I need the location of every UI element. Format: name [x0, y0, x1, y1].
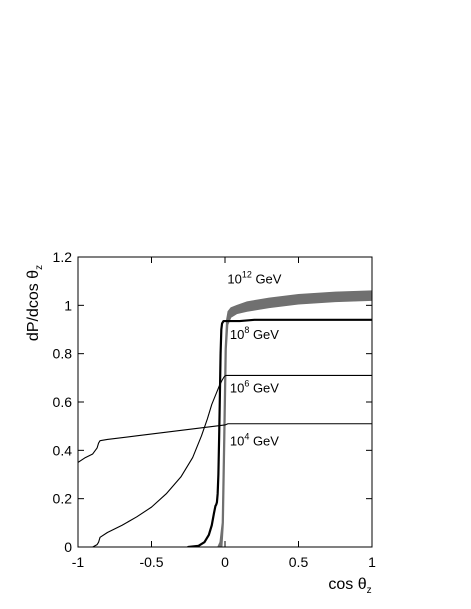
series-1e12-label-base: 10 [227, 272, 241, 287]
x-axis-label: cos θz [328, 576, 371, 596]
y-tick-label: 0.4 [53, 442, 73, 458]
series-1e6-label-exponent: 6 [244, 378, 249, 388]
series-1e12-label: 1012 GeV [227, 270, 281, 287]
series-1e8-label: 108 GeV [230, 325, 279, 342]
series-1e6-label: 106 GeV [230, 378, 279, 395]
series-1e8-label-base: 10 [230, 327, 244, 342]
y-axis-label-subscript: z [34, 265, 45, 270]
series-1e4-label-unit: GeV [249, 434, 279, 449]
x-axis-label-text: cos θ [328, 576, 366, 593]
ticks-layer: -1 -0.5 0 0.5 100.20.40.60.811.2 [53, 249, 377, 570]
series-1e6-label-unit: GeV [249, 380, 279, 395]
y-tick-label: 1.2 [53, 249, 73, 265]
series-1e8-label-unit: GeV [249, 327, 279, 342]
series-1e12-label-unit: GeV [252, 272, 282, 287]
series-layer [78, 290, 372, 547]
series-1e8-label-exponent: 8 [244, 325, 249, 335]
series-1e4-line [78, 423, 372, 463]
y-axis-label: dP/dcos θz [25, 265, 45, 341]
series-1e6-line [92, 374, 372, 547]
series-1e4-label-exponent: 4 [244, 432, 249, 442]
y-axis-label-text: dP/dcos θ [25, 270, 42, 341]
series-1e4-label: 104 GeV [230, 432, 279, 449]
y-tick-label: 0.2 [53, 491, 73, 507]
y-tick-label: 0.8 [53, 346, 73, 362]
series-1e8-line [187, 318, 372, 547]
x-tick-label: 0 [221, 554, 229, 570]
x-tick-label: -1 [72, 554, 85, 570]
x-tick-label: 0.5 [289, 554, 309, 570]
y-tick-label: 0.6 [53, 394, 73, 410]
series-1e6-label-base: 10 [230, 380, 244, 395]
x-tick-label: -0.5 [139, 554, 163, 570]
series-1e4-label-base: 10 [230, 434, 244, 449]
y-tick-label: 1 [64, 297, 72, 313]
series-1e12-band [217, 290, 372, 547]
x-tick-label: 1 [368, 554, 376, 570]
series-1e12-label-exponent: 12 [242, 270, 252, 280]
y-tick-label: 0 [64, 539, 72, 555]
x-axis-label-subscript: z [367, 585, 372, 596]
